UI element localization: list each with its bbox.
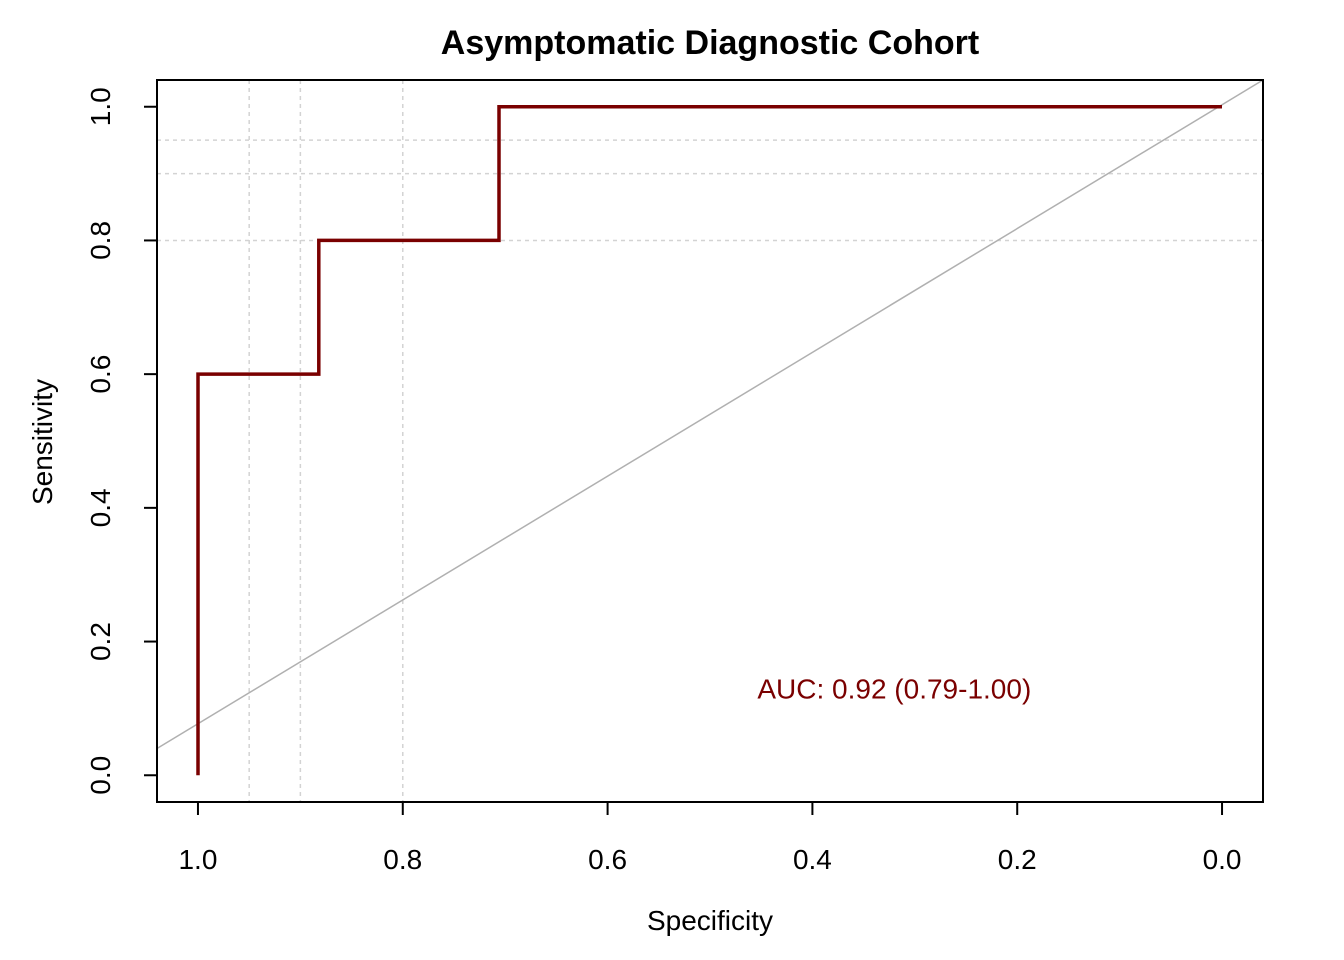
- auc-annotation: AUC: 0.92 (0.79-1.00): [757, 673, 1031, 704]
- x-axis-label: Specificity: [647, 905, 773, 936]
- y-tick-label: 0.2: [85, 622, 116, 661]
- x-tick-label: 0.0: [1203, 844, 1242, 875]
- y-axis-label: Sensitivity: [27, 379, 58, 505]
- reference-diagonal: [156, 79, 1264, 750]
- plot-frame: [156, 79, 1264, 803]
- x-axis: 1.0 0.8 0.6 0.4 0.2 0.0: [178, 802, 1242, 875]
- x-tick-label: 0.2: [998, 844, 1037, 875]
- y-axis: 0.0 0.2 0.4 0.6 0.8 1.0: [85, 87, 157, 795]
- y-tick-label: 0.6: [85, 355, 116, 394]
- roc-curve-layer: [196, 104, 1222, 776]
- x-tick-label: 0.6: [588, 844, 627, 875]
- y-tick-label: 0.0: [85, 756, 116, 795]
- y-tick-label: 0.4: [85, 488, 116, 527]
- chart-title: Asymptomatic Diagnostic Cohort: [441, 24, 979, 62]
- x-tick-label: 0.8: [383, 844, 422, 875]
- y-tick-label: 1.0: [85, 87, 116, 126]
- reference-line: [156, 79, 1264, 750]
- grid: [157, 80, 1263, 802]
- x-tick-label: 0.4: [793, 844, 832, 875]
- roc-curve: [196, 104, 1222, 776]
- x-tick-label: 1.0: [178, 844, 217, 875]
- y-tick-label: 0.8: [85, 221, 116, 260]
